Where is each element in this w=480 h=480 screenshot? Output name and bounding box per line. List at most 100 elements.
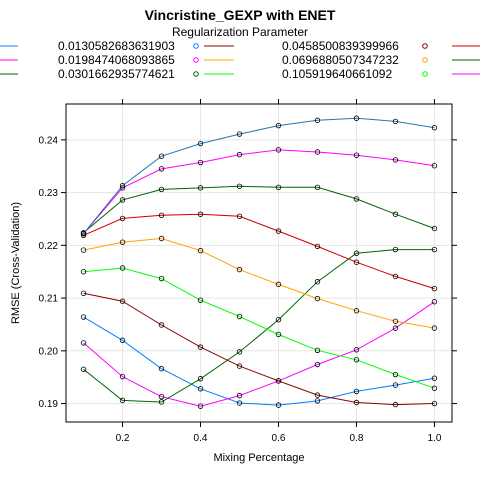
series-point-3 xyxy=(353,250,360,256)
y-tick-label: 0.20 xyxy=(39,346,59,357)
series-line-1 xyxy=(83,316,435,406)
series-point-6 xyxy=(275,331,282,338)
series-point-1 xyxy=(158,366,165,372)
series-point-8 xyxy=(119,197,126,203)
series-point-2 xyxy=(80,340,87,346)
series-point-6 xyxy=(314,347,321,353)
series-point-3 xyxy=(392,246,399,253)
series-point-5 xyxy=(431,325,438,331)
series-point-8 xyxy=(275,184,282,191)
plot-frame xyxy=(65,103,453,423)
series-point-10 xyxy=(197,140,204,147)
series-point-8 xyxy=(392,211,399,217)
series-point-4 xyxy=(275,378,282,384)
y-axis: 0.19 0.20 0.21 0.22 0.23 0.24 xyxy=(39,135,457,410)
series-point-6 xyxy=(236,313,243,320)
series-point-1 xyxy=(392,382,399,388)
series-line-4 xyxy=(83,292,435,406)
series-point-2 xyxy=(431,299,438,305)
series-point-10 xyxy=(236,131,243,137)
series-point-6 xyxy=(197,297,204,303)
series-point-10 xyxy=(158,153,165,159)
series-point-6 xyxy=(158,275,165,282)
series-point-4 xyxy=(197,344,204,350)
grid xyxy=(66,104,452,422)
series-point-1 xyxy=(353,388,360,395)
series-point-1 xyxy=(314,398,321,404)
series-point-1 xyxy=(431,375,438,381)
series-point-10 xyxy=(314,117,321,124)
series-point-3 xyxy=(236,349,243,355)
legend-marker xyxy=(193,43,199,49)
series-point-9 xyxy=(431,163,438,169)
legend-marker xyxy=(422,43,428,49)
x-tick-label: 1.0 xyxy=(428,433,442,444)
series-point-8 xyxy=(158,186,165,193)
series-point-1 xyxy=(236,400,243,406)
series-point-3 xyxy=(119,397,126,404)
series-point-5 xyxy=(236,266,243,273)
series-point-5 xyxy=(392,318,399,324)
series-point-3 xyxy=(275,316,282,323)
series-point-5 xyxy=(80,247,87,253)
series-point-6 xyxy=(353,357,360,363)
series-point-7 xyxy=(158,212,165,218)
y-tick-label: 0.24 xyxy=(39,135,59,146)
legend-label: 0.0198474068093865 xyxy=(58,53,175,67)
series-point-4 xyxy=(431,400,438,407)
series-point-5 xyxy=(353,308,360,314)
series-point-2 xyxy=(392,325,399,331)
series-point-8 xyxy=(431,225,438,232)
legend-marker xyxy=(193,57,199,63)
series-point-4 xyxy=(392,401,399,408)
series-point-3 xyxy=(314,279,321,285)
series-point-5 xyxy=(197,247,204,254)
series-line-10 xyxy=(83,117,435,235)
series-point-3 xyxy=(80,366,87,372)
series-point-10 xyxy=(431,125,438,131)
series-line-9 xyxy=(83,149,435,235)
series-point-4 xyxy=(314,392,321,398)
series-point-5 xyxy=(158,235,165,242)
series-point-8 xyxy=(314,184,321,191)
x-tick-label: 0.2 xyxy=(116,433,130,444)
series-line-7 xyxy=(83,213,435,290)
series-point-2 xyxy=(119,373,126,380)
legend-marker xyxy=(422,71,428,77)
series-line-2 xyxy=(83,301,435,407)
series-layer xyxy=(80,115,438,409)
series-point-8 xyxy=(236,183,243,189)
series-point-10 xyxy=(353,115,360,121)
series-point-1 xyxy=(80,314,87,320)
series-point-9 xyxy=(275,147,282,153)
series-point-7 xyxy=(275,228,282,234)
series-line-5 xyxy=(83,237,435,329)
series-point-10 xyxy=(392,118,399,125)
series-point-7 xyxy=(353,259,360,265)
legend-marker xyxy=(193,71,199,77)
series-point-8 xyxy=(197,185,204,191)
series-point-9 xyxy=(158,166,165,172)
series-point-7 xyxy=(119,215,126,222)
series-point-2 xyxy=(353,347,360,353)
series-point-4 xyxy=(80,290,87,297)
series-point-6 xyxy=(431,385,438,391)
series-point-3 xyxy=(158,399,165,405)
series-point-7 xyxy=(314,243,321,250)
x-axis-label: Mixing Percentage xyxy=(213,452,304,464)
series-point-9 xyxy=(353,152,360,158)
series-point-7 xyxy=(392,273,399,280)
series-line-8 xyxy=(83,185,435,234)
legend-label: 0.0130582683631903 xyxy=(58,39,175,53)
x-tick-label: 0.4 xyxy=(194,433,208,444)
series-point-1 xyxy=(197,386,204,392)
x-tick-label: 0.8 xyxy=(350,433,364,444)
series-point-10 xyxy=(80,231,87,237)
series-point-2 xyxy=(158,393,165,400)
legend-label: 0.0301662935774621 xyxy=(58,67,175,81)
series-point-6 xyxy=(80,269,87,275)
legend-label: 0.105919640661092 xyxy=(282,67,392,81)
series-point-9 xyxy=(236,151,243,158)
series-point-8 xyxy=(353,196,360,202)
series-point-7 xyxy=(236,213,243,220)
